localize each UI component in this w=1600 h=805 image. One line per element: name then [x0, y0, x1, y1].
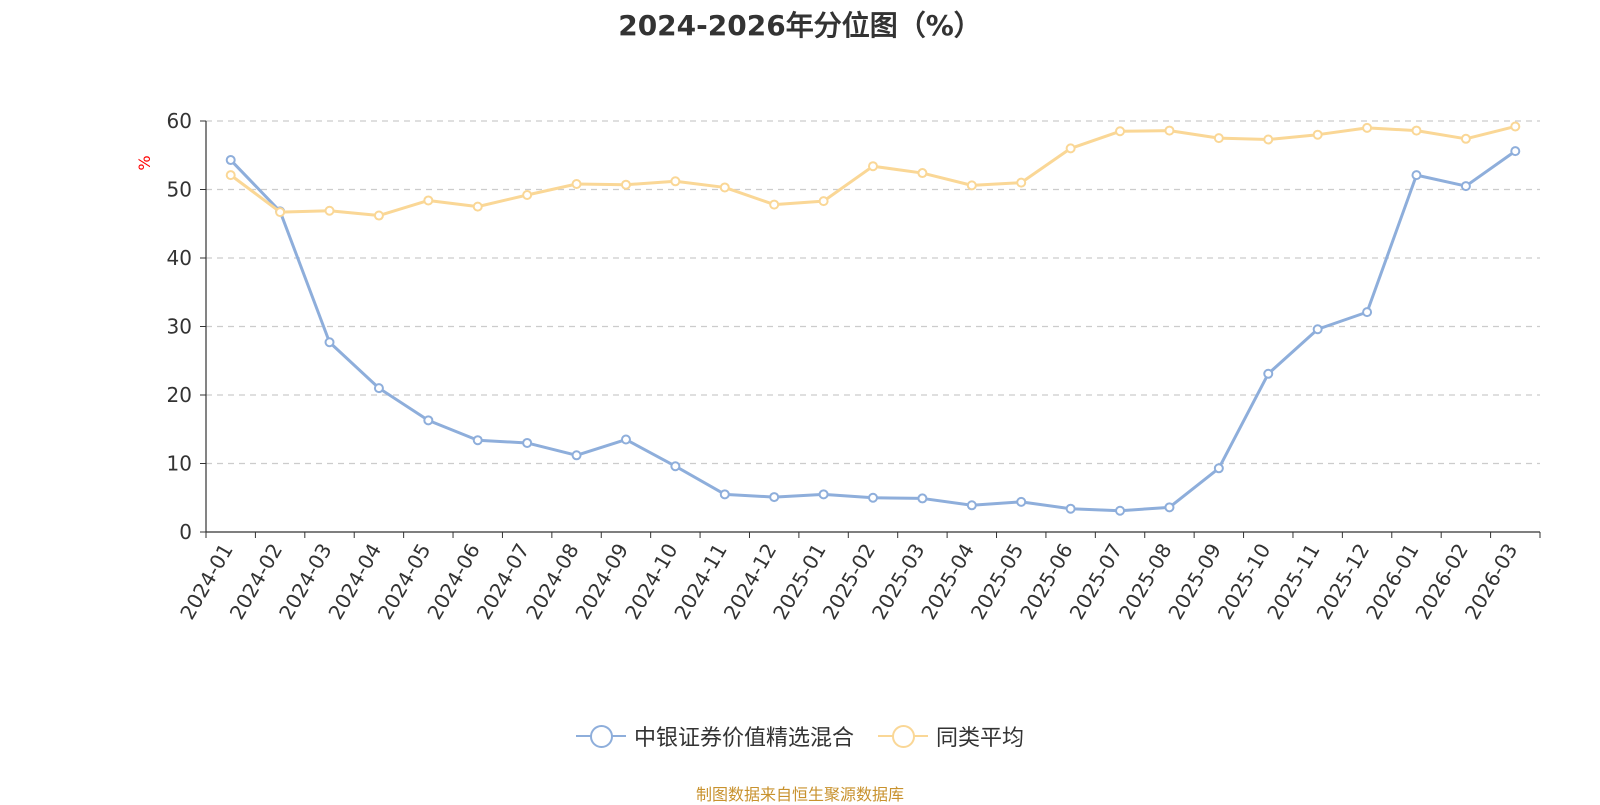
data-point-series-2 — [1016, 177, 1027, 188]
data-point-series-1 — [1263, 368, 1274, 379]
data-point-series-1 — [1411, 170, 1422, 181]
data-point-series-1 — [1510, 146, 1521, 157]
data-point-series-1 — [966, 500, 977, 511]
data-point-series-2 — [818, 196, 829, 207]
data-point-series-1 — [1362, 307, 1373, 318]
data-point-series-2 — [620, 179, 631, 190]
legend-dot-series-2 — [892, 725, 915, 748]
data-point-series-2 — [769, 199, 780, 210]
series-line-1 — [229, 149, 1517, 513]
data-point-series-2 — [966, 180, 977, 191]
data-point-series-2 — [1411, 125, 1422, 136]
y-tick-label: 30 — [167, 315, 192, 339]
y-tick-label: 20 — [167, 383, 192, 407]
data-point-series-2 — [670, 176, 681, 187]
legend-item-series-1[interactable]: 中银证券价值精选混合 — [575, 720, 854, 752]
data-point-series-1 — [1016, 496, 1027, 507]
legend-item-series-2[interactable]: 同类平均 — [878, 720, 1024, 752]
data-point-series-1 — [571, 450, 582, 461]
data-point-series-1 — [225, 155, 236, 166]
data-point-series-1 — [818, 489, 829, 500]
legend-marker-series-2 — [878, 724, 928, 748]
data-point-series-2 — [225, 170, 236, 181]
source-note: 制图数据来自恒生聚源数据库 — [695, 785, 904, 804]
data-point-series-2 — [1115, 126, 1126, 137]
data-point-series-1 — [1312, 324, 1323, 335]
data-point-series-2 — [1362, 122, 1373, 133]
data-point-series-2 — [868, 161, 878, 172]
data-point-series-1 — [670, 461, 681, 472]
data-point-series-2 — [1213, 133, 1224, 144]
data-point-series-1 — [868, 492, 878, 503]
data-point-series-2 — [324, 205, 335, 216]
y-tick-label: 10 — [167, 452, 192, 476]
chart-title: 2024-2026年分位图（%） — [618, 9, 982, 42]
y-tick-label: 50 — [167, 178, 192, 202]
legend-marker-series-1 — [575, 724, 626, 748]
y-tick-label: 40 — [167, 246, 192, 270]
data-point-series-2 — [1510, 121, 1521, 132]
data-point-series-2 — [571, 179, 582, 190]
legend-label-series-1: 中银证券价值精选混合 — [633, 726, 854, 751]
data-point-series-2 — [472, 201, 483, 212]
data-point-series-2 — [275, 207, 286, 218]
y-tick-label: 60 — [167, 109, 192, 133]
y-axis-unit: % — [135, 155, 154, 170]
data-point-series-1 — [620, 434, 631, 445]
data-point-series-2 — [522, 189, 533, 200]
data-point-series-1 — [423, 415, 434, 426]
data-point-series-1 — [769, 492, 780, 503]
data-point-series-1 — [522, 437, 533, 448]
data-point-series-1 — [1460, 181, 1471, 192]
data-point-series-2 — [1460, 133, 1471, 144]
data-point-series-1 — [373, 383, 384, 394]
data-point-series-2 — [917, 168, 928, 179]
data-point-series-2 — [1312, 129, 1323, 140]
data-point-series-1 — [1213, 463, 1224, 474]
data-point-series-2 — [373, 210, 384, 221]
data-point-series-1 — [917, 493, 928, 504]
data-point-series-2 — [423, 195, 434, 206]
data-point-series-1 — [472, 435, 483, 446]
data-point-series-1 — [324, 337, 335, 348]
data-point-series-1 — [1065, 503, 1076, 514]
legend: 中银证券价值精选混合 同类平均 — [0, 720, 1600, 752]
data-point-series-2 — [1065, 143, 1076, 154]
data-point-series-1 — [1115, 505, 1126, 516]
data-point-series-1 — [719, 489, 730, 500]
y-tick-label: 0 — [179, 520, 192, 544]
data-point-series-2 — [1263, 134, 1274, 145]
data-point-series-1 — [1164, 502, 1175, 513]
legend-dot-series-1 — [589, 725, 613, 748]
data-point-series-2 — [1164, 125, 1175, 136]
legend-label-series-2: 同类平均 — [936, 726, 1025, 751]
data-point-series-2 — [719, 182, 730, 193]
